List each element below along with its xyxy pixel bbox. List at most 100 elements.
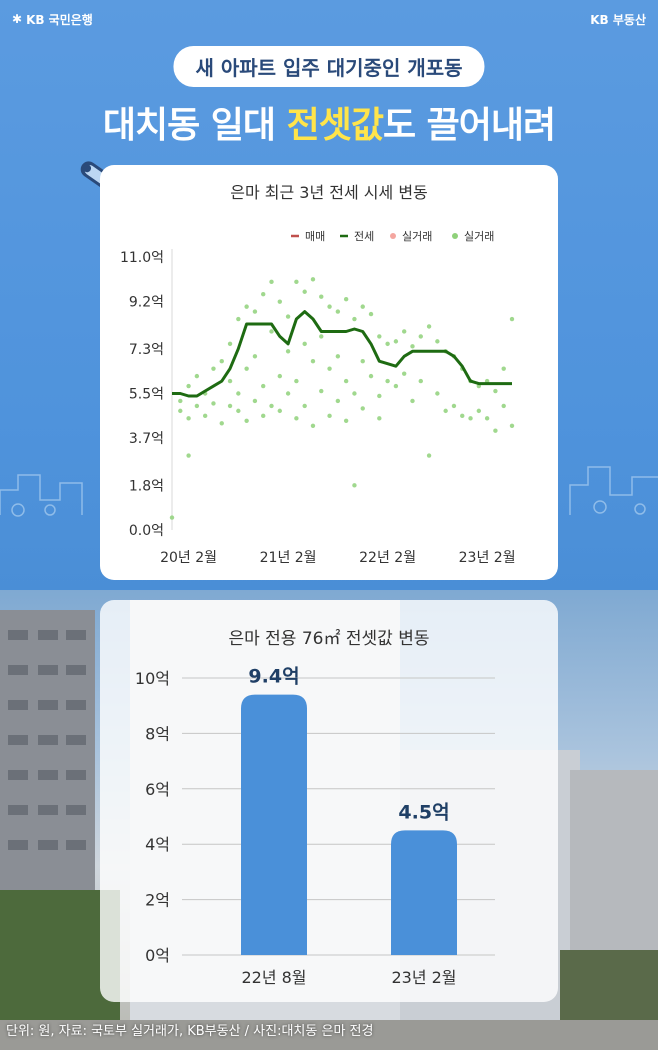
chart2-bar (391, 830, 457, 955)
chart1-x-tick-label: 21년 2월 (260, 550, 317, 566)
chart1-silgeorae-point (294, 416, 299, 421)
chart1-silgeorae-point (261, 292, 266, 297)
chart1-silgeorae-point (343, 378, 349, 384)
chart2-bars: 9.4억 4.5억 (241, 666, 457, 955)
chart1-silgeorae-point (501, 366, 506, 371)
jeonse-price-bar-chart: 10억 8억 6억 4억 2억 0억 9.4억 4.5억 22년 8월 23년 2월 (135, 666, 495, 987)
chart2-y-tick-label: 10억 (135, 669, 170, 688)
chart1-silgeorae-point (335, 398, 341, 404)
chart1-y-tick-label: 7.3억 (129, 342, 164, 358)
chart1-silgeorae-point (418, 334, 423, 339)
chart1-silgeorae-point (393, 383, 399, 389)
chart2-title: 은마 전용 76㎡ 전셋값 변동 (228, 629, 430, 649)
chart1-silgeorae-point (352, 483, 357, 488)
city-skyline-decoration (0, 466, 658, 517)
chart1-silgeorae-point (385, 378, 390, 384)
chart1-silgeorae-point (360, 304, 365, 309)
chart1-silgeorae-point (377, 416, 382, 421)
chart1-silgeorae-point (236, 408, 241, 414)
chart1-silgeorae-point (261, 383, 266, 389)
chart1-silgeorae-point (219, 421, 224, 426)
chart1-silgeorae-point (269, 329, 274, 334)
chart2-y-tick-label: 2억 (145, 891, 170, 910)
chart1-silgeorae-point (484, 416, 490, 421)
chart1-silgeorae-point (435, 391, 440, 396)
chart2-data-label: 4.5억 (398, 801, 449, 823)
chart1-silgeorae-dots (169, 277, 515, 520)
chart1-silgeorae-point (285, 349, 291, 354)
chart1-silgeorae-point (186, 416, 191, 421)
header-bar: ✱ KB 국민은행 KB 부동산 (12, 10, 646, 28)
chart2-y-tick-label: 0억 (145, 946, 170, 965)
chart2-data-label: 9.4억 (248, 666, 299, 688)
chart1-silgeorae-point (211, 401, 216, 406)
chart1-silgeorae-point (310, 359, 316, 364)
chart1-silgeorae-point (335, 309, 341, 314)
chart1-y-tick-label: 0.0억 (129, 523, 164, 539)
kb-kookmin-logo: ✱ KB 국민은행 (12, 11, 93, 28)
chart1-silgeorae-point (252, 309, 258, 314)
chart1-silgeorae-point (252, 398, 258, 404)
chart1-silgeorae-point (302, 341, 307, 347)
chart1-silgeorae-point (418, 378, 423, 384)
chart1-silgeorae-point (319, 334, 324, 339)
headline-part1: 대치동 일대 (102, 105, 287, 146)
chart1-silgeorae-point (368, 373, 374, 379)
chart1-silgeorae-point (186, 453, 191, 458)
chart1-silgeorae-point (261, 413, 266, 419)
headline-part2: 도 끌어내려 (382, 105, 556, 146)
chart1-silgeorae-point (194, 373, 200, 379)
chart1-silgeorae-point (285, 314, 291, 319)
chart1-silgeorae-point (327, 304, 332, 309)
chart1-silgeorae-point (236, 391, 241, 396)
chart1-silgeorae-point (393, 339, 399, 344)
chart1-silgeorae-point (186, 383, 191, 389)
chart1-silgeorae-point (302, 289, 307, 294)
chart1-silgeorae-point (327, 413, 332, 419)
chart1-silgeorae-point (443, 408, 448, 414)
chart1-silgeorae-point (169, 515, 175, 520)
chart1-silgeorae-point (285, 391, 291, 396)
chart1-silgeorae-point (360, 359, 365, 364)
chart1-silgeorae-point (377, 393, 382, 399)
kb-star-icon: ✱ (12, 12, 23, 26)
subtitle-pill: 새 아파트 입주 대기중인 개포동 (173, 46, 485, 87)
chart1-silgeorae-point (277, 408, 283, 414)
chart2-y-tick-label: 6억 (145, 780, 170, 799)
chart1-legend-label: 실거래 (464, 230, 494, 243)
chart1-silgeorae-point (377, 334, 382, 339)
chart1-legend-swatch (452, 233, 458, 239)
chart2-y-tick-label: 8억 (145, 724, 170, 743)
chart1-legend: 매매 전세 실거래 실거래 (291, 230, 494, 243)
chart1-y-tick-label: 9.2억 (129, 295, 164, 311)
chart1-jeonse-series-line (172, 310, 512, 398)
chart1-silgeorae-point (493, 428, 498, 433)
chart2-y-tick-label: 4억 (145, 835, 170, 854)
chart1-silgeorae-point (343, 418, 349, 423)
chart1-silgeorae-point (501, 403, 506, 409)
chart1-x-tick-label: 22년 2월 (359, 550, 416, 566)
chart1-silgeorae-point (352, 316, 357, 322)
chart1-silgeorae-point (385, 341, 390, 347)
chart1-silgeorae-point (493, 388, 498, 394)
jeonse-trend-chart: 매매 전세 실거래 실거래 11.0억 9.2억 7.3억 5.5억 3.7억 1.8억 0.0억… (120, 230, 516, 566)
chart1-silgeorae-point (343, 296, 349, 302)
chart1-silgeorae-point (435, 339, 440, 344)
chart1-silgeorae-point (211, 366, 216, 371)
chart1-silgeorae-point (509, 423, 515, 428)
chart1-silgeorae-point (269, 403, 274, 409)
chart1-silgeorae-point (227, 403, 233, 409)
chart1-y-tick-label: 1.8억 (129, 478, 164, 494)
chart1-silgeorae-point (468, 416, 473, 421)
chart1-x-ticks: 20년 2월 21년 2월 22년 2월 23년 2월 (160, 550, 515, 566)
chart1-y-tick-label: 3.7억 (129, 431, 164, 447)
chart1-y-tick-label: 5.5억 (129, 387, 164, 403)
chart1-silgeorae-point (202, 413, 208, 419)
chart2-y-ticks: 10억 8억 6억 4억 2억 0억 (135, 669, 170, 965)
chart1-silgeorae-point (360, 406, 365, 411)
chart1-silgeorae-point (252, 354, 258, 359)
chart1-jeonse-line (172, 310, 512, 398)
chart1-legend-label: 매매 (305, 230, 325, 243)
chart1-silgeorae-point (277, 373, 283, 379)
chart1-silgeorae-point (227, 378, 233, 384)
